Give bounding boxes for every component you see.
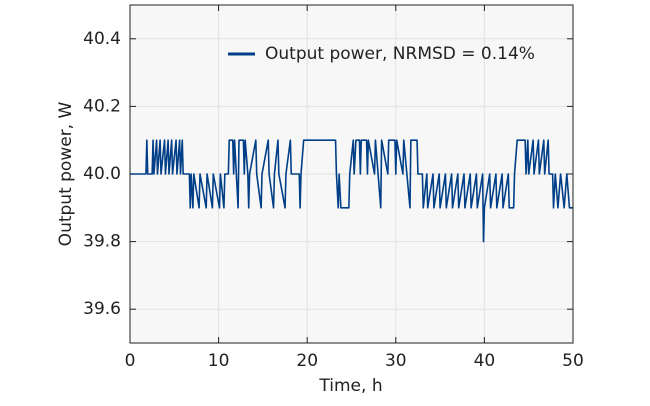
y-axis-label: Output power, W xyxy=(56,102,76,247)
x-axis-label: Time, h xyxy=(318,376,382,396)
legend-label: Output power, NRMSD = 0.14% xyxy=(265,44,535,64)
data-line xyxy=(130,139,573,243)
y-tick-label: 39.6 xyxy=(83,299,121,319)
x-tick-label: 0 xyxy=(125,351,136,371)
x-tick-label: 20 xyxy=(296,351,318,371)
y-tick-label: 39.8 xyxy=(83,232,121,252)
x-tick-label: 40 xyxy=(474,351,496,371)
x-tick-label: 30 xyxy=(385,351,407,371)
plot-frame xyxy=(129,4,574,344)
x-tick-label: 10 xyxy=(208,351,230,371)
y-tick-label: 40.4 xyxy=(83,29,121,49)
y-tick-label: 40.0 xyxy=(83,164,121,184)
x-tick-label: 50 xyxy=(562,351,584,371)
y-tick-label: 40.2 xyxy=(83,96,121,116)
